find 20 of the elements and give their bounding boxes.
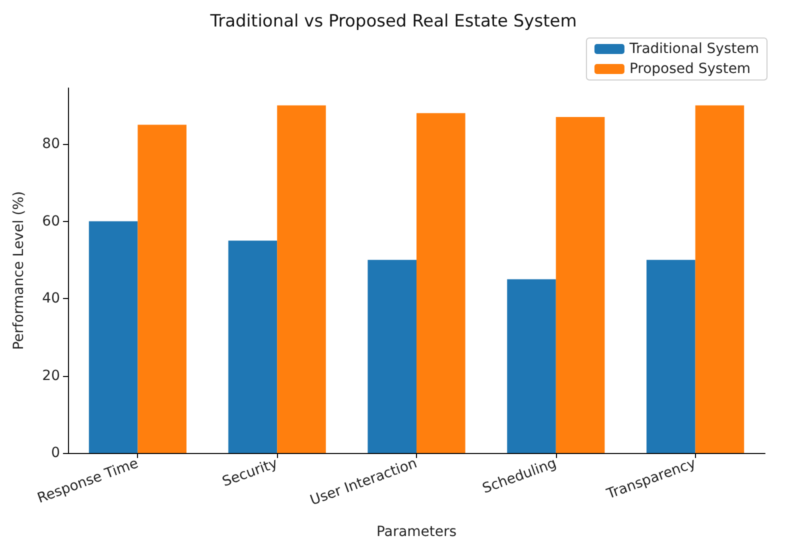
bar [416,113,466,453]
bar [695,105,744,453]
y-tick-label: 80 [42,136,60,152]
bar [507,279,556,453]
y-axis-title: Performance Level (%) [11,191,27,350]
y-tick-label: 60 [42,213,60,230]
y-tick-label: 20 [42,368,60,384]
bar [228,240,278,453]
bar [556,116,605,453]
bar [368,260,416,453]
bar [138,124,186,453]
bar [277,105,326,453]
bar [646,260,696,453]
y-tick-label: 40 [42,290,60,307]
y-tick-label: 0 [51,445,60,461]
legend-label: Proposed System [629,61,751,77]
chart-title: Traditional vs Proposed Real Estate System [209,12,577,32]
bar [88,221,138,453]
legend-label: Traditional System [628,41,760,57]
x-axis-title: Parameters [376,524,457,540]
